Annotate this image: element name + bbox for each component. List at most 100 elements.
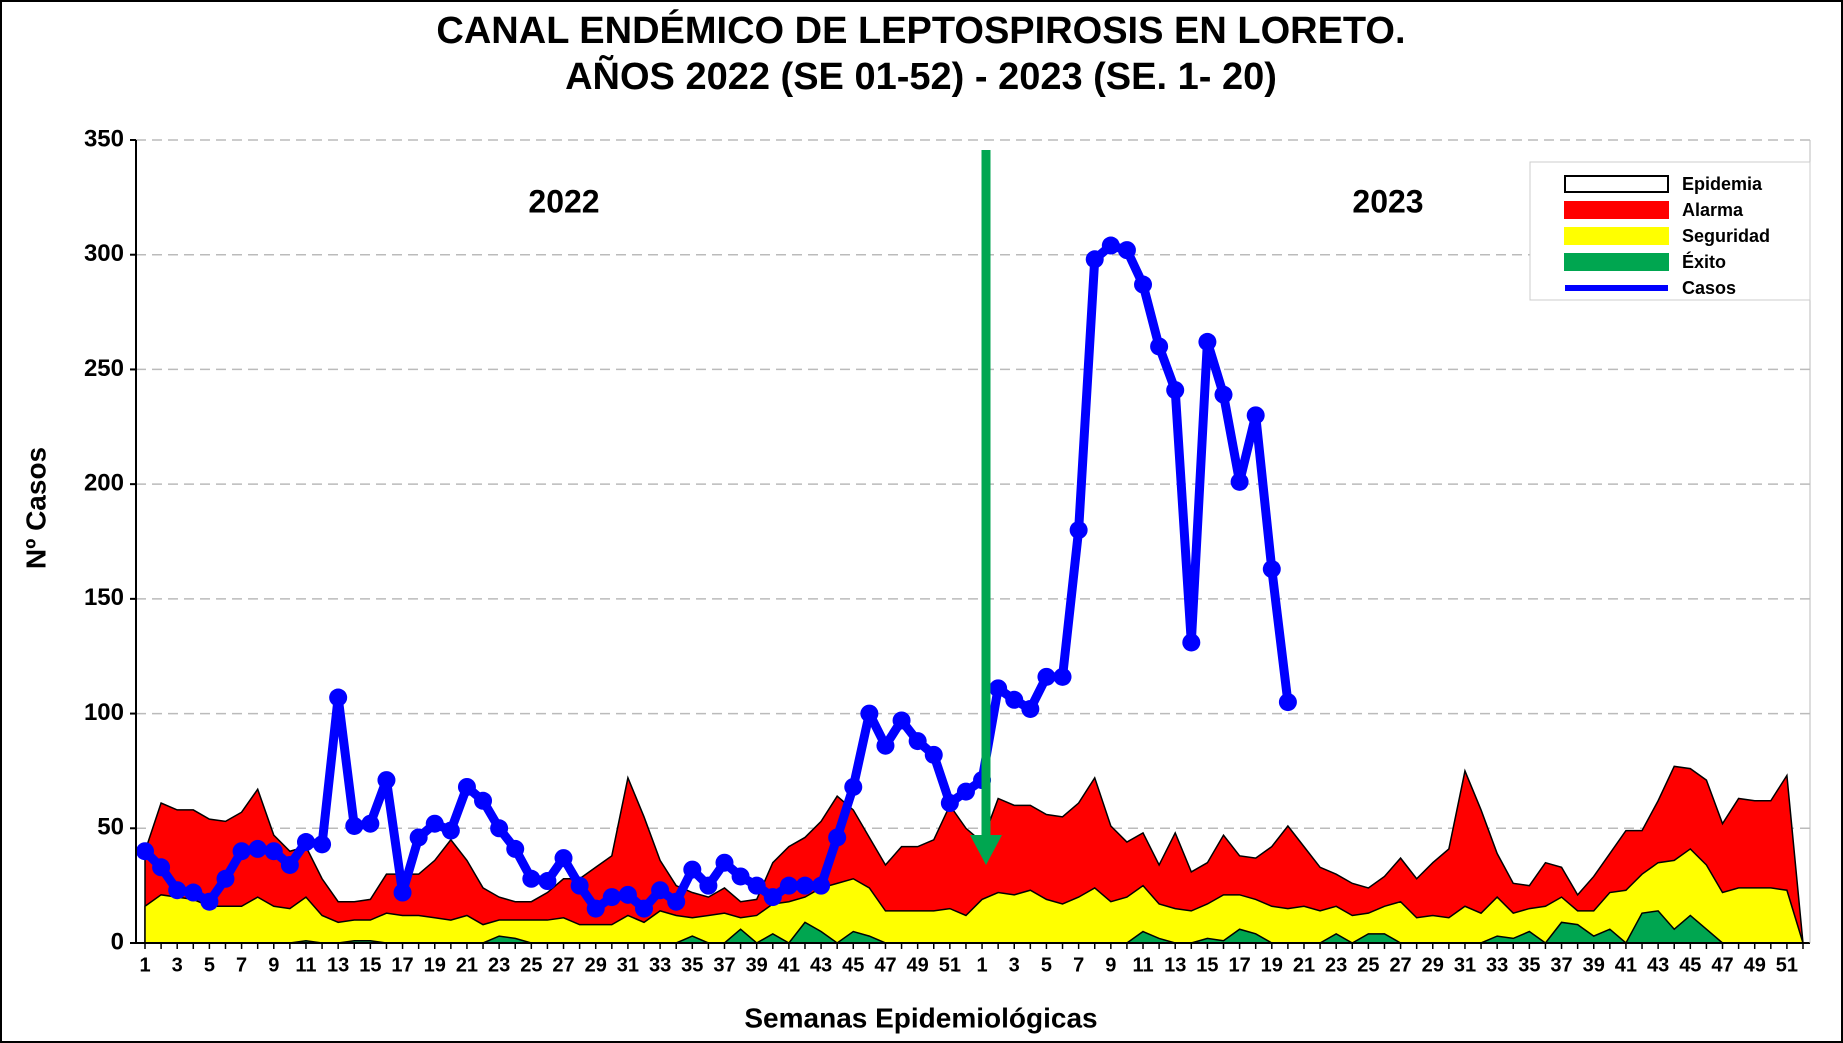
point bbox=[361, 814, 380, 833]
point bbox=[812, 876, 831, 895]
point bbox=[441, 821, 460, 840]
point bbox=[1005, 690, 1024, 709]
x-axis-label: Semanas Epidemiológicas bbox=[744, 1002, 1097, 1033]
annotation: 2023 bbox=[1352, 183, 1423, 219]
point bbox=[136, 842, 154, 861]
x-tick-label: 33 bbox=[649, 954, 671, 976]
point bbox=[956, 782, 975, 801]
point bbox=[152, 858, 171, 877]
point bbox=[232, 842, 251, 861]
legend-swatch bbox=[1564, 227, 1669, 245]
point bbox=[1246, 406, 1265, 425]
point bbox=[908, 732, 927, 751]
point bbox=[828, 828, 847, 847]
point bbox=[264, 842, 283, 861]
point bbox=[329, 688, 348, 707]
x-tick-label: 13 bbox=[327, 954, 349, 976]
x-tick-label: 33 bbox=[1486, 954, 1508, 976]
point bbox=[1037, 667, 1056, 686]
point bbox=[618, 885, 637, 904]
x-tick-label: 23 bbox=[488, 954, 510, 976]
point bbox=[1117, 241, 1136, 260]
x-tick-label: 41 bbox=[778, 954, 800, 976]
point bbox=[844, 777, 863, 796]
point bbox=[1150, 337, 1169, 356]
y-axis-label: Nº Casos bbox=[20, 447, 51, 569]
point bbox=[683, 860, 702, 879]
y-tick-label: 300 bbox=[84, 240, 124, 267]
y-tick-label: 200 bbox=[84, 469, 124, 496]
x-tick-label: 9 bbox=[268, 954, 279, 976]
point bbox=[216, 869, 235, 888]
y-tick-label: 150 bbox=[84, 584, 124, 611]
x-tick-label: 51 bbox=[939, 954, 961, 976]
x-tick-label: 37 bbox=[1550, 954, 1572, 976]
x-tick-label: 17 bbox=[391, 954, 413, 976]
x-tick-label: 17 bbox=[1228, 954, 1250, 976]
x-tick-label: 45 bbox=[1679, 954, 1701, 976]
point bbox=[795, 876, 814, 895]
annotation: 2022 bbox=[528, 183, 599, 219]
x-tick-label: 47 bbox=[874, 954, 896, 976]
point bbox=[296, 833, 315, 852]
point bbox=[345, 816, 364, 835]
area bbox=[144, 847, 1805, 944]
point bbox=[554, 849, 573, 868]
x-tick-label: 5 bbox=[1041, 954, 1052, 976]
point bbox=[1021, 699, 1040, 718]
x-tick-label: 15 bbox=[359, 954, 381, 976]
y-tick-label: 100 bbox=[84, 699, 124, 726]
point bbox=[651, 881, 670, 900]
point bbox=[200, 892, 219, 911]
x-tick-label: 51 bbox=[1776, 954, 1798, 976]
x-tick-label: 43 bbox=[1647, 954, 1669, 976]
point bbox=[1182, 633, 1201, 652]
x-tick-label: 49 bbox=[907, 954, 929, 976]
point bbox=[1198, 332, 1217, 351]
point bbox=[1230, 472, 1249, 491]
point bbox=[248, 839, 267, 858]
point bbox=[280, 855, 299, 874]
point bbox=[892, 711, 911, 730]
legend-swatch bbox=[1564, 201, 1669, 219]
x-tick-label: 31 bbox=[1454, 954, 1476, 976]
x-tick-label: 35 bbox=[681, 954, 703, 976]
point bbox=[1085, 250, 1104, 269]
point bbox=[763, 888, 782, 907]
x-tick-label: 7 bbox=[1073, 954, 1084, 976]
point bbox=[474, 791, 493, 810]
x-tick-label: 49 bbox=[1744, 954, 1766, 976]
legend-swatch bbox=[1564, 175, 1669, 193]
point bbox=[1069, 521, 1088, 540]
point bbox=[393, 883, 412, 902]
x-tick-label: 11 bbox=[1132, 954, 1153, 976]
point bbox=[1262, 560, 1281, 579]
x-tick-label: 7 bbox=[236, 954, 247, 976]
point bbox=[425, 814, 444, 833]
x-tick-label: 9 bbox=[1105, 954, 1116, 976]
point bbox=[1053, 667, 1072, 686]
x-tick-label: 31 bbox=[617, 954, 639, 976]
x-tick-label: 45 bbox=[842, 954, 864, 976]
point bbox=[731, 867, 750, 886]
legend-label: Seguridad bbox=[1682, 226, 1770, 246]
point bbox=[779, 876, 798, 895]
x-tick-label: 13 bbox=[1164, 954, 1186, 976]
legend: Epidemia Alarma Seguridad Éxito Casos bbox=[1529, 161, 1811, 301]
y-tick-label: 50 bbox=[97, 814, 124, 841]
x-tick-label: 25 bbox=[1357, 954, 1379, 976]
legend-label: Alarma bbox=[1682, 200, 1744, 220]
point bbox=[989, 679, 1008, 698]
point bbox=[940, 794, 959, 813]
point bbox=[538, 872, 557, 891]
point bbox=[1134, 275, 1153, 294]
x-tick-label: 19 bbox=[424, 954, 446, 976]
point bbox=[457, 777, 476, 796]
x-tick-label: 27 bbox=[1389, 954, 1411, 976]
point bbox=[1166, 381, 1185, 400]
point bbox=[715, 853, 734, 872]
point bbox=[699, 876, 718, 895]
x-tick-label: 19 bbox=[1261, 954, 1283, 976]
